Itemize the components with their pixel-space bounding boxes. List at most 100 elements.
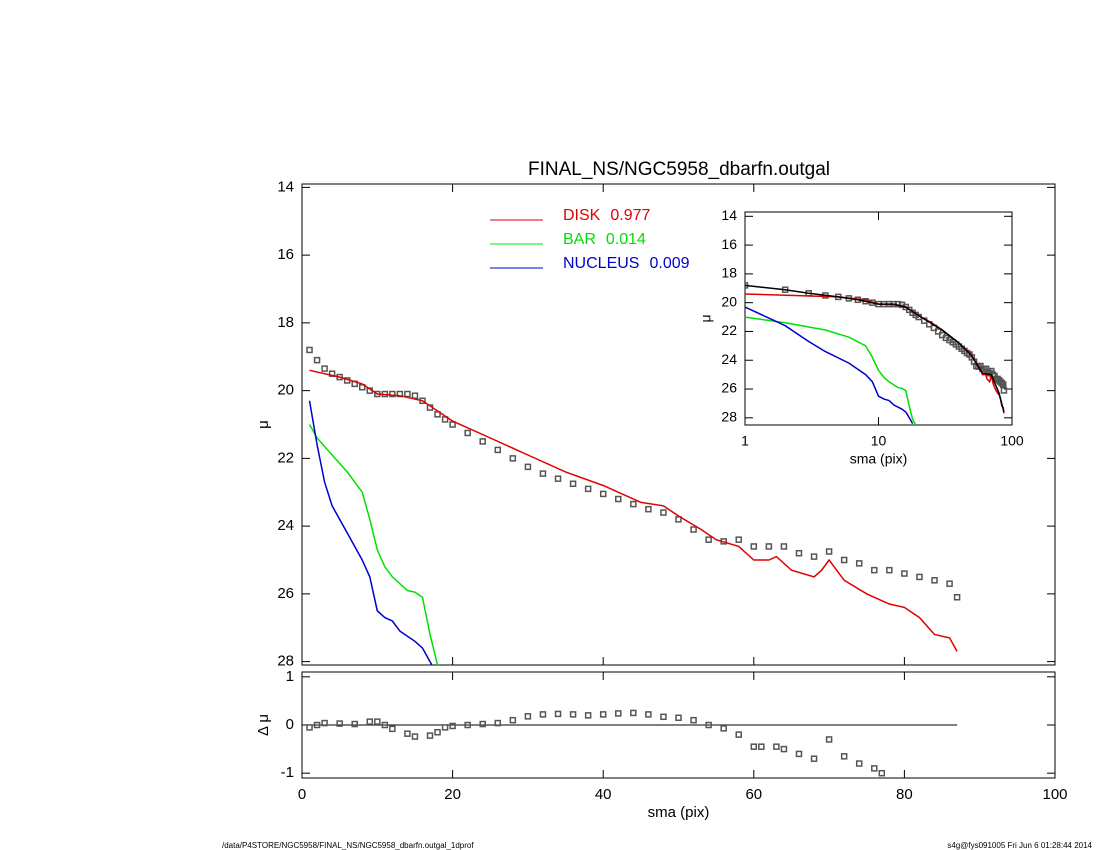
data-point	[321, 719, 328, 727]
x-axis-label: sma (pix)	[648, 804, 710, 821]
data-point	[735, 731, 742, 738]
data-point	[479, 438, 486, 445]
x-tick-label: 100	[1000, 433, 1024, 449]
y-tick-label: 18	[277, 314, 294, 331]
series-line	[745, 306, 914, 424]
data-point	[321, 365, 328, 372]
data-point	[795, 549, 803, 557]
data-point	[750, 743, 758, 750]
y-tick-label: 18	[721, 265, 737, 281]
footer-right: s4g@fys091005 Fri Jun 6 01:28:44 2014	[947, 841, 1092, 850]
data-point	[569, 711, 577, 718]
data-point	[1000, 381, 1007, 388]
plot-area	[745, 282, 1008, 425]
y-tick-label: 14	[721, 207, 737, 223]
data-point	[411, 733, 419, 740]
series-line	[309, 369, 958, 652]
data-point	[630, 709, 637, 717]
data-point	[449, 722, 456, 730]
x-tick-label: 1	[741, 433, 749, 449]
data-point	[306, 346, 313, 354]
data-point	[509, 716, 517, 724]
data-point	[599, 711, 607, 718]
x-tick-label: 40	[595, 786, 612, 803]
data-point	[584, 485, 592, 493]
data-point	[404, 730, 411, 737]
y-tick-label: 26	[721, 380, 737, 396]
data-point	[313, 356, 321, 364]
legend-label: DISK	[563, 207, 601, 224]
data-point	[464, 721, 471, 729]
legend-fraction: 0.014	[606, 231, 646, 248]
data-point	[645, 505, 652, 513]
legend-fraction: 0.977	[610, 207, 650, 224]
data-point	[871, 566, 878, 574]
data-point	[705, 536, 712, 543]
data-point	[569, 480, 577, 488]
data-point	[780, 745, 788, 753]
y-tick-label: 26	[277, 585, 294, 602]
data-point	[479, 720, 486, 728]
x-tick-label: 100	[1042, 786, 1067, 803]
data-point	[871, 765, 878, 772]
data-point	[554, 710, 562, 718]
data-point	[825, 736, 833, 743]
data-point	[795, 750, 803, 758]
data-point	[615, 495, 622, 503]
data-point	[336, 720, 343, 727]
series-line	[308, 424, 439, 665]
data-point	[554, 475, 562, 482]
data-point	[494, 719, 502, 727]
data-point	[524, 463, 532, 471]
data-point	[630, 500, 637, 508]
axes-frame	[301, 183, 1056, 666]
x-tick-label: 0	[298, 786, 306, 803]
series-line	[308, 400, 433, 665]
x-tick-label: 20	[444, 786, 461, 803]
y-axis-label: Δ μ	[255, 714, 272, 736]
y-tick-label: -1	[281, 764, 294, 781]
data-point	[765, 543, 773, 550]
data-point	[675, 714, 682, 722]
data-point	[840, 556, 848, 564]
data-point	[389, 390, 396, 398]
y-tick-label: 24	[721, 351, 737, 367]
data-point	[758, 743, 765, 750]
data-point	[931, 577, 938, 584]
series-line	[745, 316, 917, 425]
y-tick-label: 16	[277, 246, 294, 263]
x-tick-label: 60	[745, 786, 762, 803]
data-point	[780, 543, 788, 550]
y-tick-label: 28	[721, 409, 737, 425]
data-point	[1000, 387, 1008, 394]
legend-label: BAR	[563, 231, 596, 248]
inset-background	[745, 212, 1012, 425]
y-tick-label: 22	[721, 322, 737, 338]
y-tick-label: 0	[286, 716, 294, 733]
y-tick-label: 14	[277, 178, 294, 195]
series-line	[745, 284, 1005, 413]
plot-area	[306, 709, 958, 777]
data-point	[328, 370, 336, 377]
data-point	[306, 724, 313, 731]
data-point	[645, 711, 652, 718]
data-point	[524, 713, 532, 720]
data-point	[426, 732, 434, 739]
data-point	[509, 455, 517, 462]
x-axis-label: sma (pix)	[850, 451, 908, 467]
data-point	[313, 721, 321, 729]
data-point	[953, 594, 961, 601]
data-point	[840, 753, 848, 760]
chart-title: FINAL_NS/NGC5958_dbarfn.outgal	[528, 159, 830, 180]
data-point	[916, 573, 923, 581]
y-tick-label: 1	[286, 668, 294, 685]
y-axis-label: μ	[255, 420, 272, 429]
legend-fraction: 0.009	[649, 255, 689, 272]
y-axis-label: μ	[698, 314, 714, 322]
data-point	[886, 566, 893, 574]
y-tick-label: 16	[721, 236, 737, 252]
data-point	[441, 724, 449, 731]
data-point	[810, 553, 818, 560]
x-tick-label: 10	[871, 433, 887, 449]
